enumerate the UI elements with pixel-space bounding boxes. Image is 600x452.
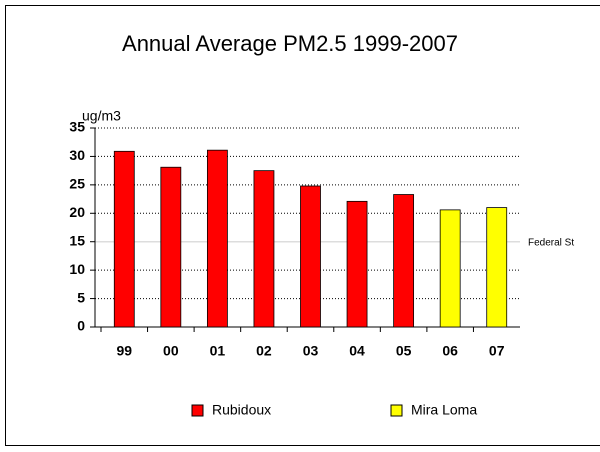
x-tick-label: 05 [396, 343, 412, 359]
bar [346, 200, 368, 328]
x-tick-label: 01 [210, 343, 226, 359]
bar [393, 194, 415, 328]
x-tick-label: 06 [442, 343, 458, 359]
y-tick-label: 30 [69, 147, 85, 163]
x-tick-label: 99 [116, 343, 132, 359]
reference-label: Federal St [528, 237, 574, 248]
y-tick-label: 35 [69, 119, 85, 135]
chart-title: Annual Average PM2.5 1999-2007 [122, 31, 458, 56]
x-tick-label: 02 [256, 343, 272, 359]
x-tick-label: 03 [303, 343, 319, 359]
y-axis-label: ug/m3 [82, 108, 121, 124]
legend-swatch [191, 404, 204, 417]
bar [253, 170, 275, 328]
y-tick-label: 25 [69, 176, 85, 192]
y-tick-label: 10 [69, 261, 85, 277]
bar [300, 185, 321, 328]
bar [206, 149, 228, 328]
y-tick-label: 5 [77, 289, 85, 305]
y-tick-label: 0 [77, 318, 85, 334]
y-tick-label: 20 [69, 204, 85, 220]
y-tick-label: 15 [69, 232, 85, 248]
x-tick-label: 04 [349, 343, 365, 359]
bar [113, 150, 135, 328]
bar [439, 209, 461, 328]
legend-label: Mira Loma [411, 402, 477, 418]
legend-swatch [390, 404, 403, 417]
x-tick-label: 07 [489, 343, 505, 359]
bar [160, 166, 182, 328]
legend-label: Rubidoux [212, 402, 271, 418]
bar [486, 207, 508, 328]
x-tick-label: 00 [163, 343, 179, 359]
